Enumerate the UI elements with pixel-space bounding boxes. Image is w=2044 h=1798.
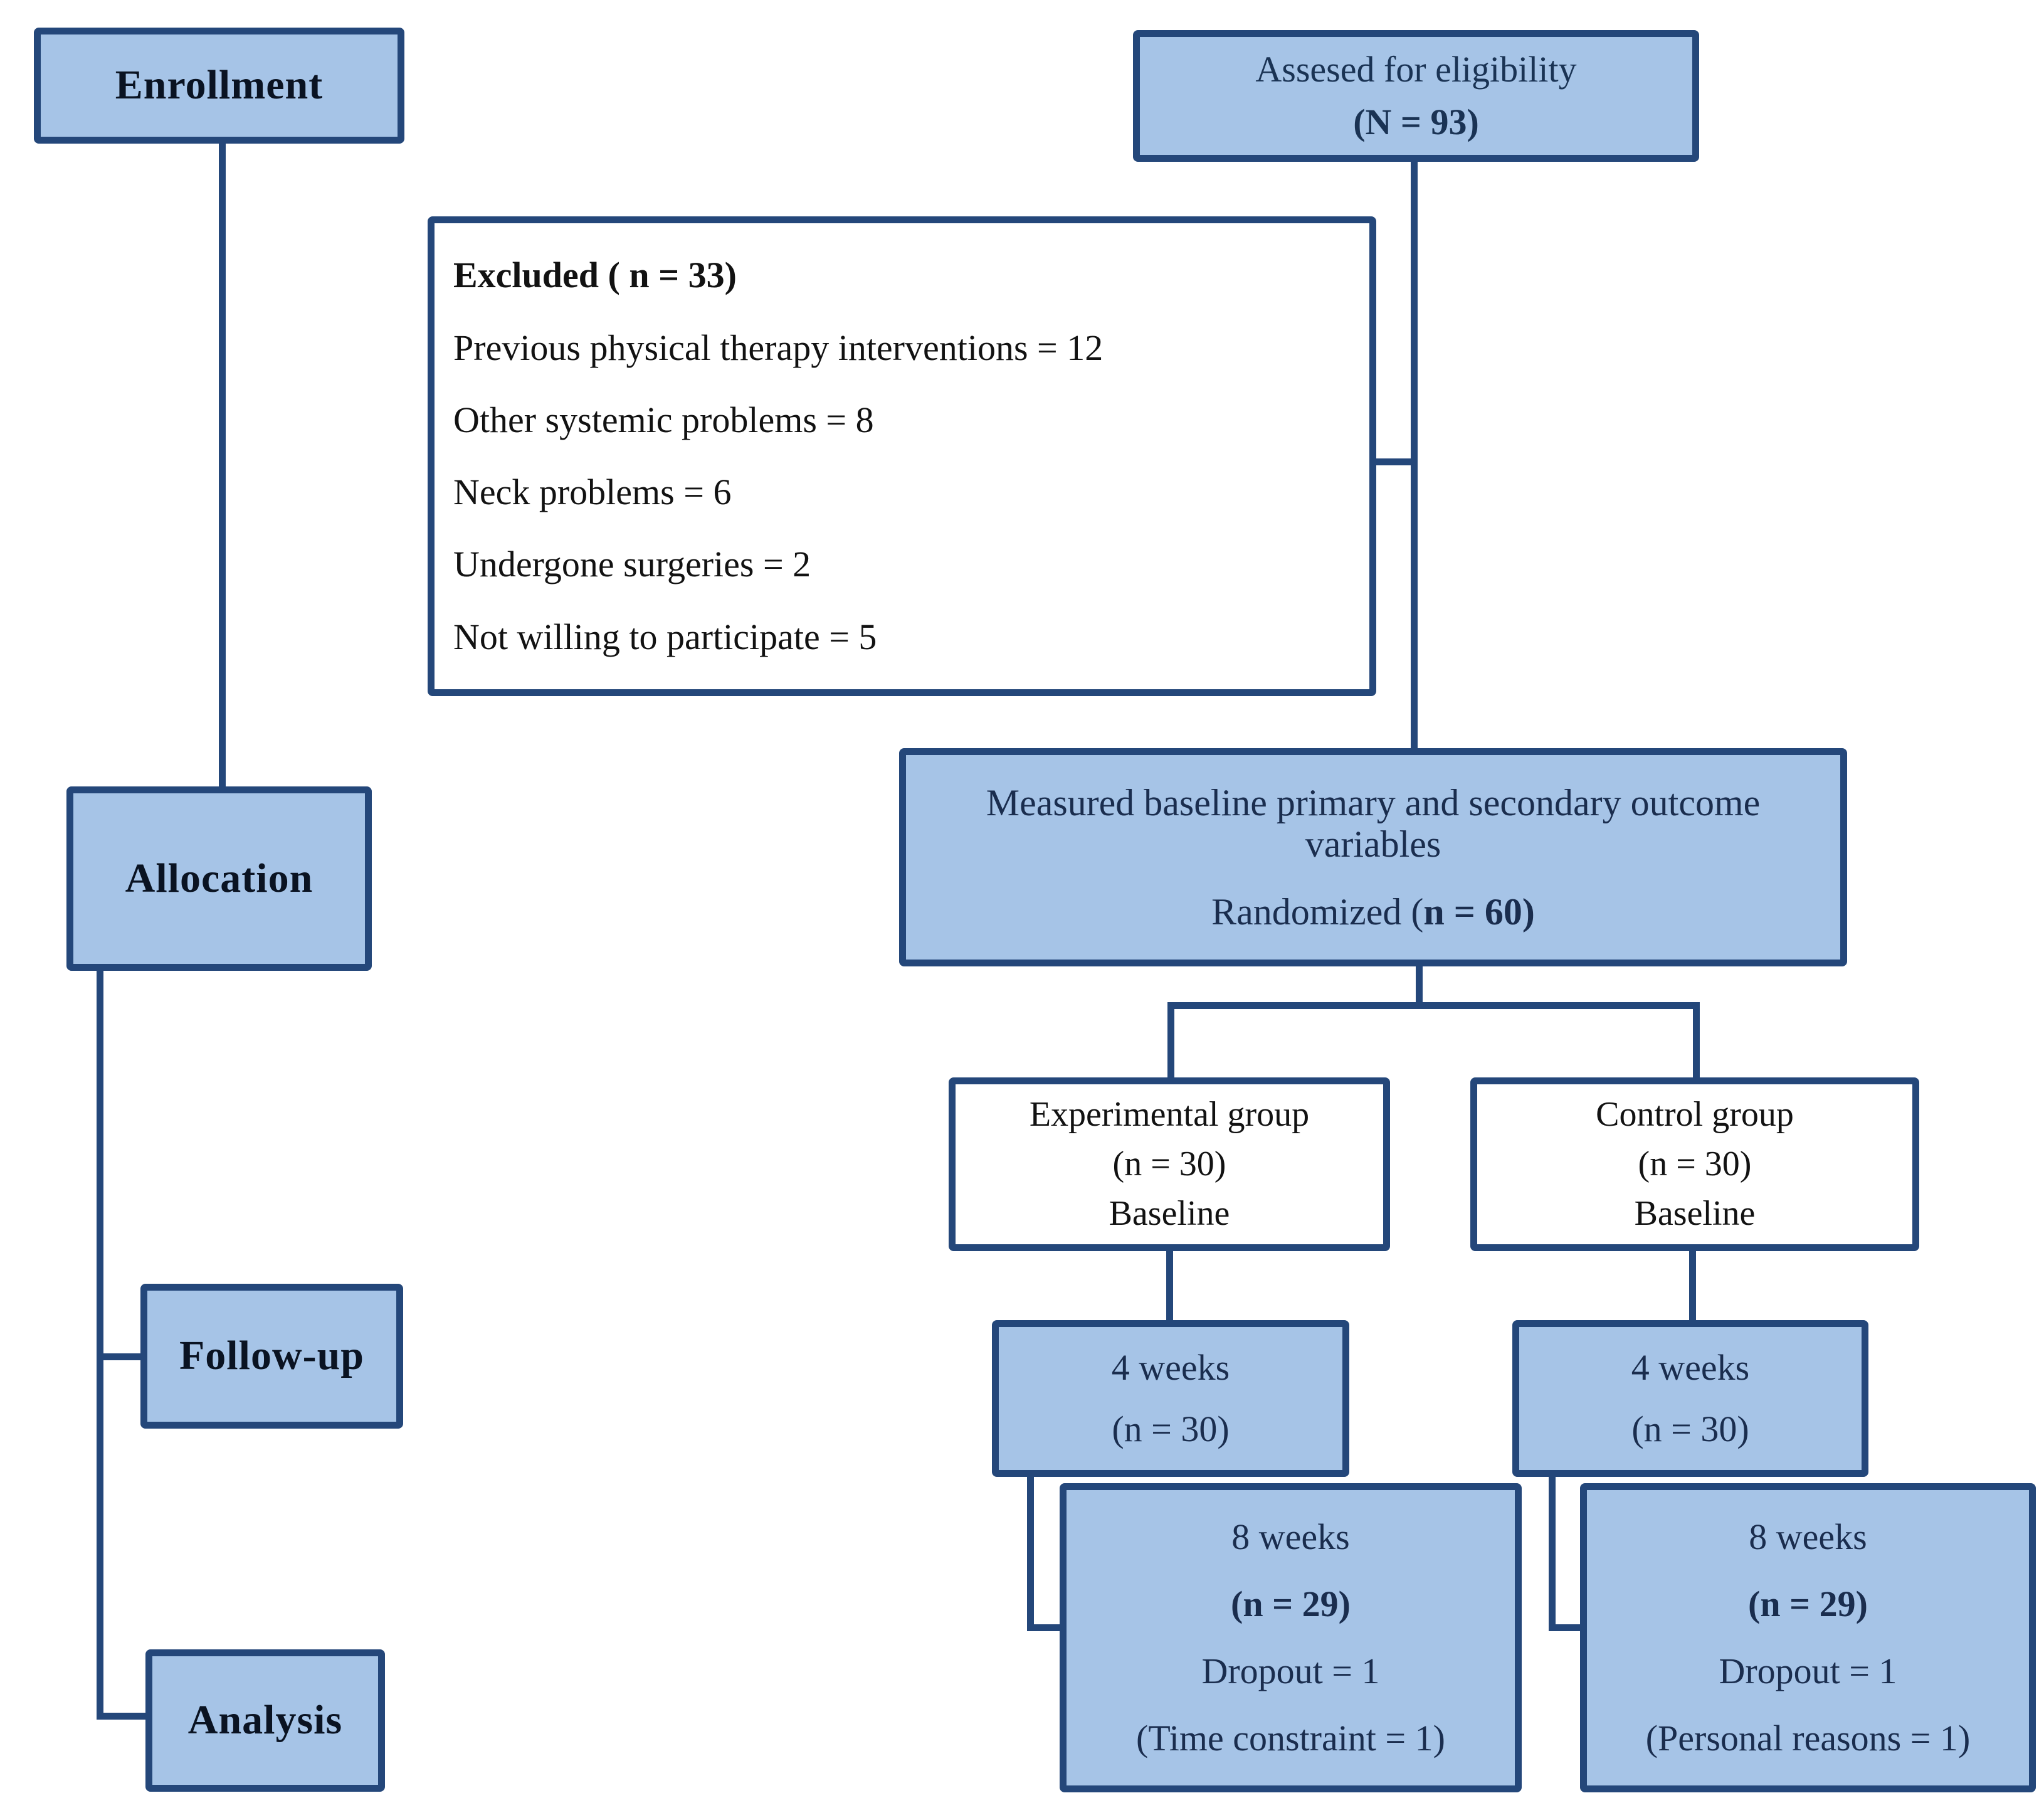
8weeks-left-reason: (Time constraint = 1): [1136, 1718, 1445, 1759]
randomized-prefix: Randomized (: [1211, 891, 1424, 933]
randomized-box: Measured baseline primary and secondary …: [899, 748, 1847, 966]
control-group-title: Control group: [1596, 1094, 1794, 1134]
8weeks-left-title: 8 weeks: [1231, 1516, 1350, 1558]
experimental-group-title: Experimental group: [1029, 1094, 1310, 1134]
phase-label-followup: Follow-up: [179, 1333, 365, 1379]
8weeks-right-box: 8 weeks (n = 29) Dropout = 1 (Personal r…: [1580, 1483, 2036, 1792]
connector-bar-to-experimental: [1167, 1002, 1174, 1081]
connector-bar-to-control: [1693, 1002, 1700, 1081]
8weeks-left-n: (n = 29): [1231, 1584, 1351, 1625]
excluded-item: Previous physical therapy interventions …: [453, 327, 1104, 368]
phase-label-allocation: Allocation: [125, 855, 313, 901]
control-group-n: (n = 30): [1638, 1144, 1752, 1183]
4weeks-left-n: (n = 30): [1112, 1408, 1230, 1449]
connector-control-to-4weeks: [1689, 1248, 1696, 1323]
experimental-group-n: (n = 30): [1112, 1144, 1226, 1183]
8weeks-right-dropout: Dropout = 1: [1719, 1651, 1897, 1692]
connector-analysis-stub: [97, 1713, 154, 1720]
8weeks-right-reason: (Personal reasons = 1): [1645, 1718, 1971, 1759]
phase-label-analysis: Analysis: [187, 1697, 343, 1743]
excluded-item: Other systemic problems = 8: [453, 399, 874, 440]
experimental-group-box: Experimental group (n = 30) Baseline: [949, 1077, 1390, 1251]
connector-measured-stub: [1416, 964, 1423, 1007]
phase-box-allocation: Allocation: [66, 786, 372, 971]
4weeks-right-n: (n = 30): [1631, 1408, 1749, 1449]
randomized-line: Randomized (n = 60): [1211, 891, 1535, 933]
connector-followup-stub: [97, 1353, 149, 1360]
connector-enrollment-to-allocation: [219, 140, 226, 788]
phase-box-enrollment: Enrollment: [34, 28, 404, 144]
measured-text: Measured baseline primary and secondary …: [986, 781, 1761, 865]
connector-split-bar: [1167, 1002, 1700, 1009]
experimental-group-stage: Baseline: [1109, 1193, 1230, 1233]
4weeks-left-title: 4 weeks: [1111, 1347, 1230, 1388]
excluded-item: Undergone surgeries = 2: [453, 544, 811, 585]
excluded-item: Not willing to participate = 5: [453, 616, 877, 657]
8weeks-right-n: (n = 29): [1748, 1584, 1868, 1625]
connector-assessed-to-measured: [1411, 158, 1418, 749]
4weeks-right-box: 4 weeks (n = 30): [1512, 1320, 1868, 1477]
control-group-box: Control group (n = 30) Baseline: [1470, 1077, 1919, 1251]
8weeks-left-dropout: Dropout = 1: [1201, 1651, 1380, 1692]
excluded-title: Excluded ( n = 33): [453, 255, 737, 296]
connector-8weeks-left-stub: [1027, 1624, 1065, 1631]
assessed-line1: Assesed for eligibility: [1255, 49, 1577, 90]
connector-excluded-stub: [1373, 458, 1414, 465]
connector-allocation-down: [97, 968, 103, 1720]
8weeks-left-box: 8 weeks (n = 29) Dropout = 1 (Time const…: [1060, 1483, 1522, 1792]
control-group-stage: Baseline: [1634, 1193, 1756, 1233]
8weeks-right-title: 8 weeks: [1749, 1516, 1867, 1558]
phase-box-analysis: Analysis: [145, 1649, 385, 1792]
phase-box-followup: Follow-up: [140, 1284, 403, 1429]
connector-8weeks-right-stub: [1549, 1624, 1585, 1631]
assessed-box: Assesed for eligibility (N = 93): [1133, 30, 1699, 162]
connector-4weeks-left-down: [1027, 1473, 1034, 1631]
phase-label-enrollment: Enrollment: [115, 62, 324, 108]
randomized-count: n = 60): [1423, 891, 1535, 933]
assessed-count: (N = 93): [1353, 102, 1479, 143]
4weeks-right-title: 4 weeks: [1631, 1347, 1750, 1388]
excluded-item: Neck problems = 6: [453, 472, 732, 513]
connector-experimental-to-4weeks: [1166, 1248, 1173, 1323]
4weeks-left-box: 4 weeks (n = 30): [992, 1320, 1349, 1477]
excluded-box: Excluded ( n = 33) Previous physical the…: [428, 216, 1376, 696]
connector-4weeks-right-down: [1549, 1473, 1556, 1631]
